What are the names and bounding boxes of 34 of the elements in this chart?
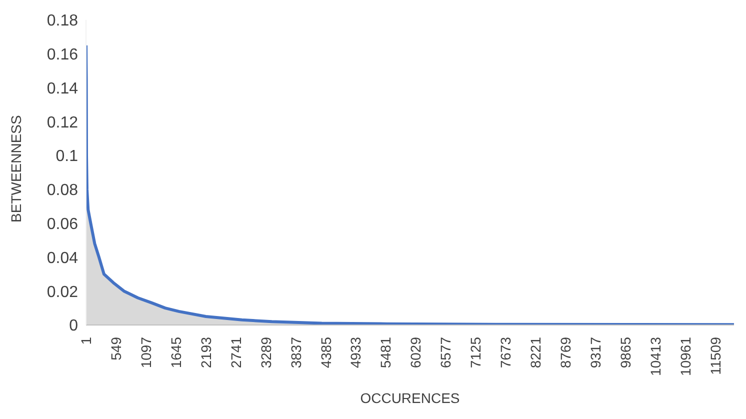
x-tick-label: 1645: [168, 336, 184, 368]
x-tick-label: 9865: [617, 336, 634, 368]
y-tick-label: 0: [69, 318, 78, 335]
y-tick-label: 0.08: [46, 182, 78, 200]
x-tick-label: 4385: [318, 336, 334, 368]
x-tick-label: 2741: [228, 336, 244, 368]
y-tick-label: 0.16: [46, 46, 78, 64]
y-tick-label: 0.18: [46, 12, 78, 30]
y-tick-label: 0.1: [56, 148, 78, 166]
y-tick-label: 0.02: [46, 284, 78, 301]
x-tick-label: 6029: [408, 336, 424, 368]
x-tick-label: 11509: [707, 336, 724, 375]
x-tick-label: 4933: [348, 336, 364, 368]
y-tick-label: 0.14: [46, 80, 78, 98]
x-tick-label: 5481: [378, 336, 394, 368]
x-tick-label: 8769: [558, 336, 574, 368]
y-axis-title: BETWEENNESS: [8, 115, 24, 222]
x-tick-label: 549: [108, 336, 124, 360]
x-tick-label: 7125: [468, 336, 484, 368]
y-tick-label: 0.12: [46, 114, 78, 132]
x-tick-label: 10961: [677, 336, 694, 376]
x-tick-label: 2193: [198, 336, 214, 368]
x-tick-label: 1: [78, 336, 94, 345]
y-tick-label: 0.06: [46, 216, 78, 234]
x-axis-title: OCCURENCES: [360, 390, 460, 406]
y-tick-label: 0.04: [46, 250, 78, 267]
x-tick-label: 1097: [138, 336, 154, 368]
x-tick-label: 10413: [647, 336, 664, 376]
x-tick-label: 3837: [288, 336, 304, 368]
x-tick-label: 3289: [258, 336, 274, 368]
x-tick-label: 6577: [438, 336, 454, 368]
x-tick-label: 8221: [528, 336, 544, 368]
x-tick-label: 9317: [587, 336, 604, 368]
x-tick-label: 7673: [498, 336, 514, 368]
